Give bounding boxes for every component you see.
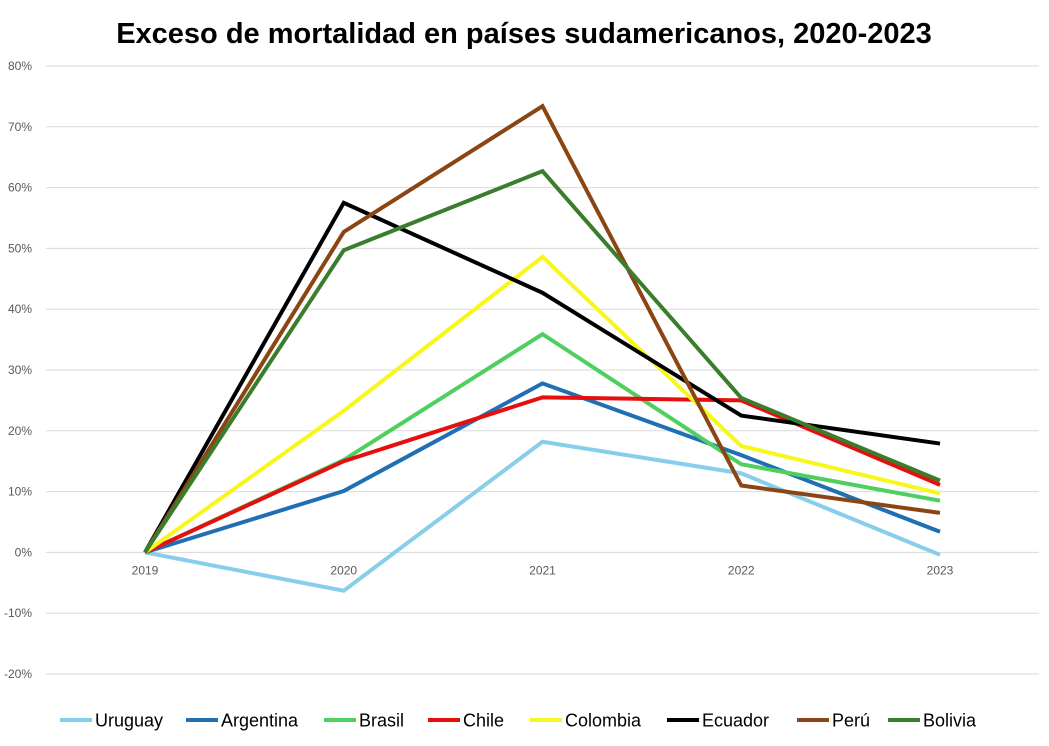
legend-label: Ecuador [702,711,769,731]
series-line-perú [143,103,941,554]
series-line-argentina [144,381,941,555]
y-axis-ticks: 80% 70% 60% 50% 40% 30% 20% 10% 0% -10% -20% [4,59,32,681]
x-tick-label: 2021 [529,563,556,577]
legend-label: Colombia [565,711,642,731]
y-tick-label: 80% [8,59,32,73]
y-tick-label: 40% [8,302,32,316]
x-tick-label: 2019 [132,563,159,577]
y-tick-label: 10% [8,485,32,499]
series-lines [143,103,941,593]
x-tick-label: 2020 [330,563,357,577]
y-tick-label: -10% [4,606,32,620]
series-line-uruguay [144,439,941,593]
series-line-colombia [143,254,941,555]
y-tick-label: 20% [8,424,32,438]
legend-label: Perú [832,711,870,731]
legend-label: Brasil [359,711,404,731]
y-tick-label: -20% [4,667,32,681]
y-tick-label: 50% [8,241,32,255]
x-tick-label: 2022 [728,563,755,577]
x-tick-label: 2023 [927,563,954,577]
legend-label: Chile [463,711,504,731]
series-line-chile [144,395,941,555]
y-tick-label: 0% [15,545,33,559]
gridlines [46,65,1039,675]
chart-title: Exceso de mortalidad en países sudameric… [116,18,932,50]
y-tick-label: 60% [8,181,32,195]
legend-label: Bolivia [923,711,977,731]
legend-label: Uruguay [95,711,163,731]
x-axis-ticks: 2019 2020 2021 2022 2023 [132,563,954,577]
y-tick-label: 30% [8,363,32,377]
legend-label: Argentina [221,711,299,731]
series-line-bolivia [143,168,941,554]
legend: Uruguay Argentina Brasil Chile Colombia Ecuad… [60,711,977,731]
y-tick-label: 70% [8,120,32,134]
